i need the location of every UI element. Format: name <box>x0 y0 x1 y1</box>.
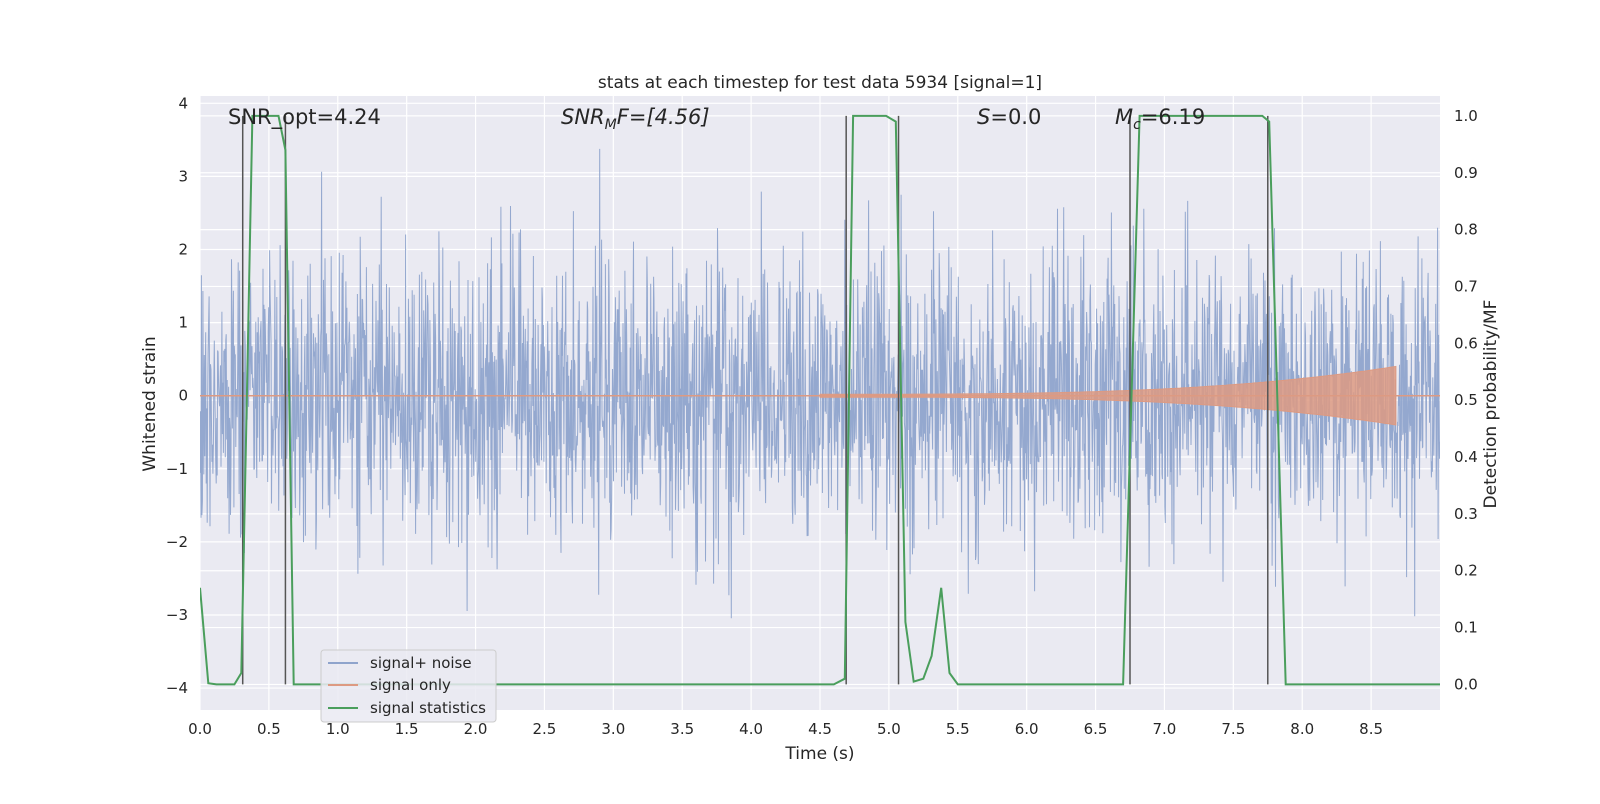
y-right-tick-label: 0.5 <box>1454 391 1478 409</box>
annotation-s-symbol: S <box>977 105 990 129</box>
stat-layer <box>200 114 1440 686</box>
series-signal-only <box>819 365 1397 426</box>
y-right-tick-label: 0.3 <box>1454 505 1478 523</box>
y-left-tick-labels: −4 −3 −2 −1 0 1 2 3 4 <box>166 94 188 697</box>
legend-label-noise: signal+ noise <box>370 654 472 672</box>
y-left-tick-label: −1 <box>166 460 188 478</box>
y-right-tick-label: 1.0 <box>1454 107 1478 125</box>
x-axis-label: Time (s) <box>784 744 854 764</box>
annotation-snr-mf-sub: M <box>605 117 617 133</box>
y-right-tick-label: 0.1 <box>1454 619 1478 637</box>
annotation-s-stat: S=0.0 <box>977 105 1041 129</box>
x-tick-label: 3.5 <box>670 720 694 738</box>
annotation-s-value: =0.0 <box>990 105 1041 129</box>
y-left-tick-label: 4 <box>178 94 188 112</box>
annotation-mc: Mc=6.19 <box>1115 105 1205 133</box>
x-tick-label: 8.5 <box>1359 720 1383 738</box>
signal-layer <box>200 365 1440 426</box>
chart-title: stats at each timestep for test data 593… <box>598 73 1042 93</box>
y-left-tick-label: −2 <box>166 533 188 551</box>
y-right-tick-labels: 0.0 0.1 0.2 0.3 0.4 0.5 0.6 0.7 0.8 0.9 1.0 <box>1454 107 1478 694</box>
y-left-tick-label: 0 <box>178 387 188 405</box>
y-left-axis-label: Whitened strain <box>140 336 160 471</box>
x-tick-label: 5.0 <box>877 720 901 738</box>
x-tick-label: 6.5 <box>1084 720 1108 738</box>
annotation-snr-opt: SNR_opt=4.24 <box>228 105 381 130</box>
x-tick-label: 6.0 <box>1015 720 1039 738</box>
y-right-axis-label: Detection probability/MF <box>1481 300 1501 509</box>
legend-label-signal: signal only <box>370 676 451 694</box>
annotation-mc-sub: c <box>1133 117 1141 133</box>
x-tick-labels: 0.0 0.5 1.0 1.5 2.0 2.5 3.0 3.5 4.0 4.5 5.0 5.5 6.0 6… <box>188 720 1383 738</box>
y-right-tick-label: 0.2 <box>1454 562 1478 580</box>
legend-label-stats: signal statistics <box>370 699 486 717</box>
y-right-tick-label: 0.4 <box>1454 448 1478 466</box>
y-left-tick-label: 3 <box>178 167 188 185</box>
y-right-tick-label: 0.7 <box>1454 277 1478 295</box>
x-tick-label: 0.5 <box>257 720 281 738</box>
x-tick-label: 0.0 <box>188 720 212 738</box>
y-left-tick-label: 1 <box>178 314 188 332</box>
annotation-snr-mf: SNRMF=[4.56] <box>561 105 710 133</box>
annotation-mc-value: =6.19 <box>1141 105 1205 129</box>
y-right-tick-label: 0.8 <box>1454 221 1478 239</box>
x-tick-label: 2.0 <box>464 720 488 738</box>
x-tick-label: 4.5 <box>808 720 832 738</box>
x-tick-label: 8.0 <box>1290 720 1314 738</box>
x-tick-label: 1.0 <box>326 720 350 738</box>
x-tick-label: 3.0 <box>601 720 625 738</box>
y-right-tick-label: 0.6 <box>1454 334 1478 352</box>
legend: signal+ noise signal only signal statist… <box>320 649 497 723</box>
y-left-tick-label: −4 <box>166 679 188 697</box>
legend-box <box>320 649 497 723</box>
x-tick-label: 4.0 <box>739 720 763 738</box>
annotation-mc-symbol: M <box>1115 105 1133 129</box>
series-signal-statistics <box>200 114 1440 686</box>
x-tick-label: 7.0 <box>1153 720 1177 738</box>
annotation-snr-mf-value: F=[4.56] <box>617 105 710 129</box>
noise-layer <box>200 148 1440 619</box>
x-tick-label: 5.5 <box>946 720 970 738</box>
series-signal-noise <box>200 148 1440 619</box>
y-right-tick-label: 0.0 <box>1454 675 1478 693</box>
x-tick-label: 7.5 <box>1221 720 1245 738</box>
y-left-tick-label: 2 <box>178 241 188 259</box>
x-tick-label: 2.5 <box>533 720 557 738</box>
annotation-snr-mf-prefix: SNR <box>561 105 605 129</box>
x-tick-label: 1.5 <box>395 720 419 738</box>
y-left-tick-label: −3 <box>166 606 188 624</box>
y-right-tick-label: 0.9 <box>1454 164 1478 182</box>
